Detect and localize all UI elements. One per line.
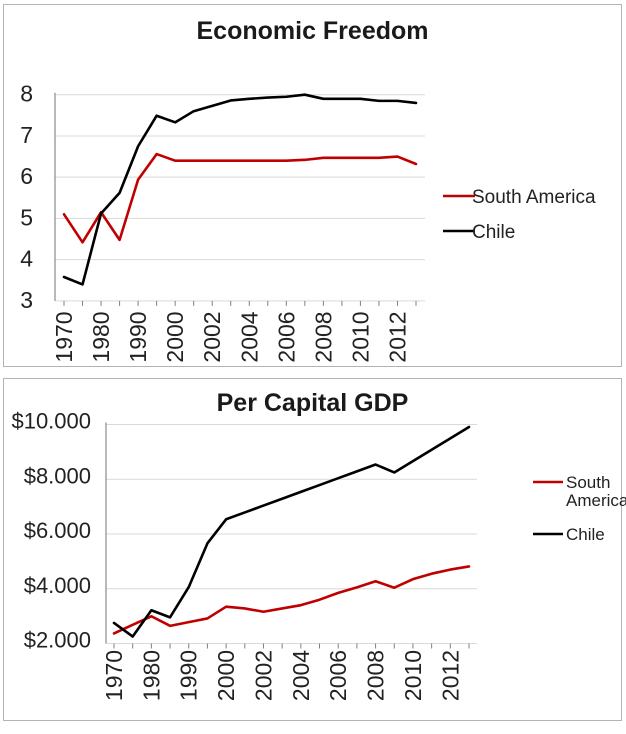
svg-text:$10.000: $10.000 xyxy=(11,409,91,434)
svg-text:1990: 1990 xyxy=(176,650,202,701)
svg-text:2006: 2006 xyxy=(273,311,299,362)
svg-text:2000: 2000 xyxy=(213,650,239,701)
svg-text:America: America xyxy=(566,491,626,510)
svg-text:8: 8 xyxy=(20,81,33,107)
svg-text:2006: 2006 xyxy=(325,650,351,701)
svg-text:4: 4 xyxy=(20,246,33,272)
svg-text:2012: 2012 xyxy=(437,650,463,701)
svg-text:2002: 2002 xyxy=(250,650,276,701)
svg-text:2004: 2004 xyxy=(236,311,262,362)
svg-text:$6.000: $6.000 xyxy=(24,518,91,543)
svg-text:6: 6 xyxy=(20,163,33,189)
svg-text:1970: 1970 xyxy=(51,311,77,362)
svg-text:$4.000: $4.000 xyxy=(24,573,91,598)
svg-text:1980: 1980 xyxy=(88,311,114,362)
svg-text:2002: 2002 xyxy=(199,311,225,362)
svg-text:$8.000: $8.000 xyxy=(24,463,91,488)
svg-text:$2.000: $2.000 xyxy=(24,628,91,653)
svg-text:1980: 1980 xyxy=(138,650,164,701)
svg-text:2008: 2008 xyxy=(310,311,336,362)
svg-text:1990: 1990 xyxy=(125,311,151,362)
svg-text:2012: 2012 xyxy=(384,311,410,362)
svg-text:South America: South America xyxy=(472,187,596,208)
svg-text:2010: 2010 xyxy=(400,650,426,701)
svg-text:2000: 2000 xyxy=(162,311,188,362)
svg-text:Chile: Chile xyxy=(472,222,515,243)
svg-text:1970: 1970 xyxy=(101,650,127,701)
svg-text:South: South xyxy=(566,473,610,492)
svg-text:2004: 2004 xyxy=(288,650,314,701)
svg-text:7: 7 xyxy=(20,122,33,148)
svg-text:5: 5 xyxy=(20,204,33,230)
svg-text:Chile: Chile xyxy=(566,525,605,544)
svg-text:2010: 2010 xyxy=(347,311,373,362)
svg-text:3: 3 xyxy=(20,287,33,313)
svg-text:2008: 2008 xyxy=(363,650,389,701)
